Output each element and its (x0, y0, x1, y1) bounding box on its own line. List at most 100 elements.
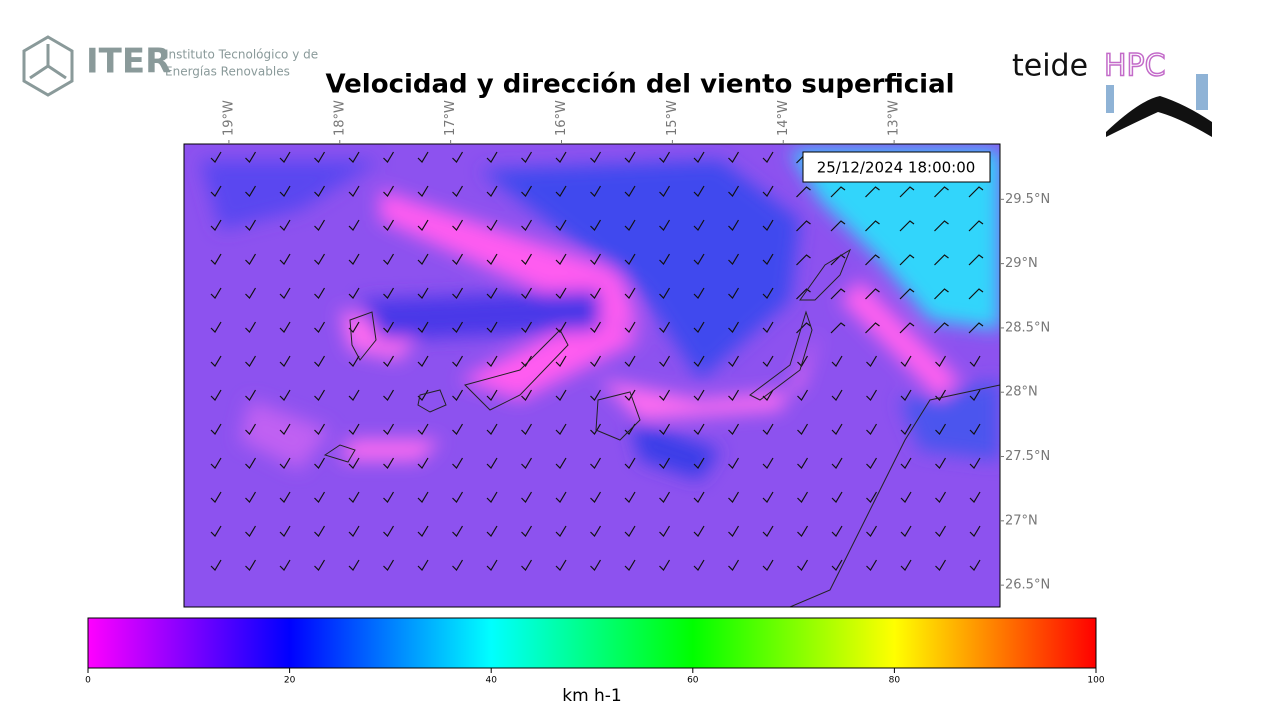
lat-tick-label: 29.5°N (1005, 192, 1050, 207)
wind-barb (797, 389, 809, 401)
wind-barb (659, 389, 671, 401)
wind-barb (934, 288, 949, 300)
wind-barb (452, 355, 464, 367)
wind-barb (279, 219, 291, 231)
wind-barb (521, 287, 533, 299)
wind-barb (728, 185, 740, 197)
iter-logo: ITER Instituto Tecnológico y de Energías… (22, 35, 318, 97)
wind-barb (245, 389, 257, 401)
wind-barb (555, 457, 567, 469)
wind-barb (486, 559, 498, 571)
wind-barb (659, 151, 671, 163)
wind-barb (762, 287, 774, 299)
wind-barb (210, 457, 222, 469)
wind-barb (555, 253, 567, 265)
wind-barb (830, 220, 846, 232)
lon-tick-label: 16°W (554, 100, 569, 136)
wind-barb (210, 253, 222, 265)
wind-barb (831, 457, 843, 469)
wind-barb (762, 355, 774, 367)
wind-barb (624, 185, 636, 197)
colorbar-tick-label: 0 (85, 676, 91, 686)
wind-barb (659, 559, 671, 571)
wind-barb (383, 457, 395, 469)
colorbar-tick-label: 100 (1087, 676, 1104, 686)
wind-barb (348, 253, 360, 265)
wind-barb (383, 219, 395, 231)
wind-barb (590, 219, 602, 231)
wind-barb (417, 151, 429, 163)
wind-barb (935, 559, 947, 571)
wind-barb (830, 288, 846, 300)
wind-barb (314, 525, 326, 537)
wind-barb (865, 220, 880, 232)
wind-barb (279, 151, 291, 163)
lon-tick-label: 15°W (665, 100, 680, 136)
wind-barb (383, 559, 395, 571)
wind-barb (245, 287, 257, 299)
wind-barb (624, 355, 636, 367)
wind-barb (417, 185, 429, 197)
wind-barb (348, 389, 360, 401)
wind-barb (968, 288, 984, 300)
org-line: Instituto Tecnológico y de (165, 48, 318, 62)
wind-barb (831, 559, 843, 571)
wind-barb (796, 220, 811, 232)
wind-barb (521, 423, 533, 435)
wind-barb (210, 355, 222, 367)
wind-barb (486, 423, 498, 435)
wind-barb (452, 253, 464, 265)
wind-barb (796, 288, 811, 300)
wind-barb (555, 185, 567, 197)
colorbar-tick-label: 60 (687, 676, 699, 686)
wind-barb (624, 559, 636, 571)
wind-barb (417, 253, 429, 265)
wind-barb (968, 322, 984, 334)
wind-barb (968, 220, 984, 232)
wind-barb (830, 186, 846, 198)
lat-tick-label: 29°N (1005, 256, 1038, 271)
wind-barb (279, 185, 291, 197)
wind-barb (279, 559, 291, 571)
wind-barb (797, 423, 809, 435)
wind-barb (555, 423, 567, 435)
wind-barb (590, 389, 602, 401)
wind-barb (865, 254, 880, 266)
wind-barb (210, 525, 222, 537)
wind-barb (417, 423, 429, 435)
wind-barb (590, 185, 602, 197)
wind-barb (383, 185, 395, 197)
wind-barb (555, 559, 567, 571)
wind-barb (417, 355, 429, 367)
wind-barb (693, 559, 705, 571)
lon-tick-label: 14°W (776, 100, 791, 136)
wind-barb (797, 491, 809, 503)
wind-barb (348, 423, 360, 435)
wind-barb (279, 525, 291, 537)
wind-barb (728, 457, 740, 469)
wind-barb (659, 355, 671, 367)
wind-barb (486, 219, 498, 231)
wind-barb (762, 559, 774, 571)
wind-barb (796, 254, 811, 266)
wind-barb (590, 253, 602, 265)
wind-barb (693, 457, 705, 469)
wind-barb (452, 491, 464, 503)
wind-barb (969, 389, 981, 401)
wind-barb (865, 322, 880, 334)
wind-barb (900, 355, 912, 367)
wind-barb (624, 457, 636, 469)
wind-barb (969, 559, 981, 571)
wind-barb (486, 525, 498, 537)
wind-barb (383, 423, 395, 435)
wind-barb (314, 151, 326, 163)
lon-tick-label: 19°W (221, 100, 236, 136)
wind-barb (314, 355, 326, 367)
wind-barb (590, 423, 602, 435)
wind-barb (245, 559, 257, 571)
wind-barb (969, 457, 981, 469)
wind-barb (417, 287, 429, 299)
wind-barb (728, 253, 740, 265)
wind-barb (521, 389, 533, 401)
wind-barb (555, 321, 567, 333)
